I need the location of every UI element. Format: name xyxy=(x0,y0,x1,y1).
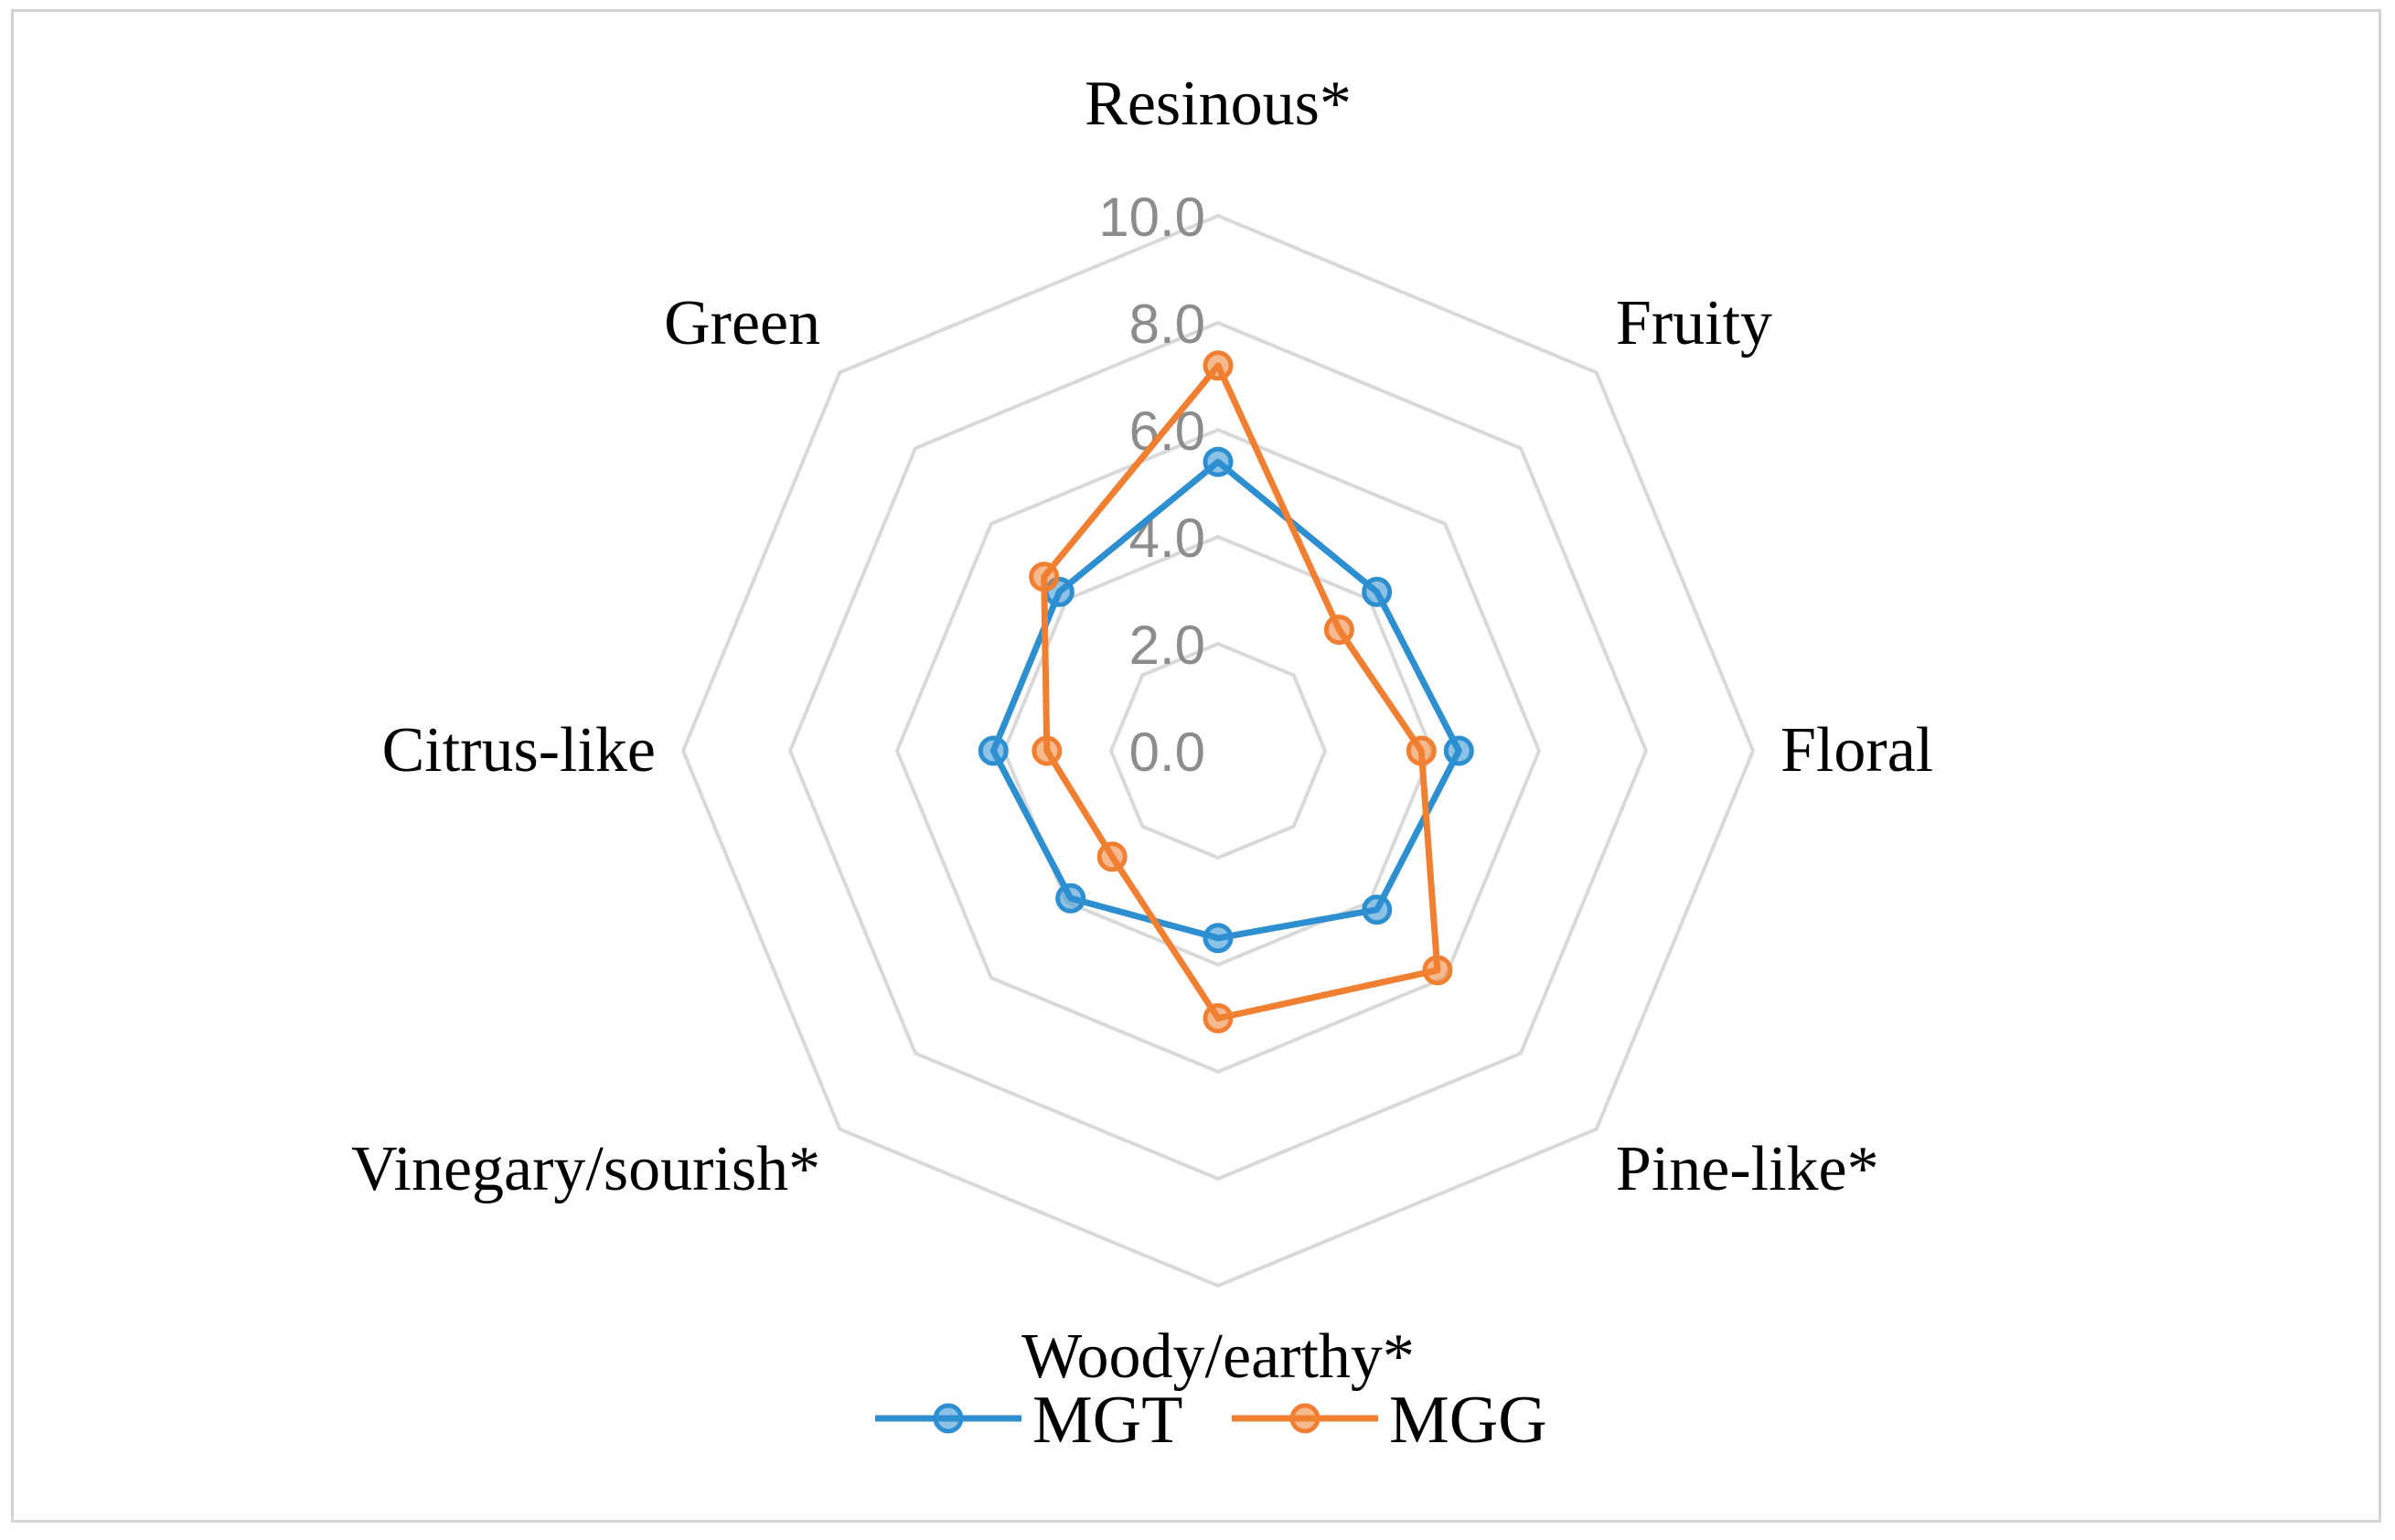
point-mgg-vinegary-sourish xyxy=(1096,841,1128,872)
tick-label-4-0: 4.0 xyxy=(1129,508,1205,569)
point-mgt-resinous xyxy=(1203,446,1234,477)
point-mgg-green xyxy=(1029,561,1060,593)
grid-ring-2-0 xyxy=(1108,641,1328,861)
point-mgg-citrus-like xyxy=(1032,735,1063,766)
point-mgt-fruity xyxy=(1362,576,1393,607)
point-mgt-citrus-like xyxy=(978,735,1009,766)
legend-label-mgt: MGT xyxy=(1032,1383,1182,1458)
point-mgt-woody-earthy xyxy=(1203,923,1234,954)
point-mgt-vinegary-sourish xyxy=(1055,882,1086,914)
tick-label-2-0: 2.0 xyxy=(1129,615,1205,676)
axis-label-resinous: Resinous* xyxy=(1085,69,1352,139)
axis-label-pine-like: Pine-like* xyxy=(1616,1134,1879,1204)
radar-chart: 0.02.04.06.08.010.0 Resinous*FruityFlora… xyxy=(351,69,1933,1458)
series-mgg xyxy=(1029,350,1453,1033)
tick-labels: 0.02.04.06.08.010.0 xyxy=(1098,187,1205,783)
grid-ring-8-0 xyxy=(787,320,1649,1182)
point-mgg-floral xyxy=(1406,735,1437,766)
point-mgg-woody-earthy xyxy=(1203,1003,1234,1033)
axis-label-fruity: Fruity xyxy=(1616,288,1772,358)
axis-label-vinegary-sourish: Vinegary/sourish* xyxy=(351,1134,820,1204)
tick-label-8-0: 8.0 xyxy=(1129,294,1205,355)
legend-swatch-marker-mgt xyxy=(933,1403,964,1434)
axis-label-floral: Floral xyxy=(1780,715,1933,786)
series-layer xyxy=(978,350,1474,1033)
legend-label-mgg: MGG xyxy=(1389,1383,1547,1458)
legend-item-mgt: MGT xyxy=(875,1383,1182,1458)
tick-label-0-0: 0.0 xyxy=(1129,722,1205,783)
point-mgg-fruity xyxy=(1323,615,1354,646)
point-mgg-pine-like xyxy=(1422,955,1453,986)
axis-label-woody-earthy: Woody/earthy* xyxy=(1021,1321,1415,1392)
axis-labels: Resinous* Fruity Floral Pine-like* Woody/ear… xyxy=(351,69,1933,1392)
point-mgt-pine-like xyxy=(1362,894,1393,925)
axis-label-citrus-like: Citrus-like xyxy=(382,715,656,786)
legend-item-mgg: MGG xyxy=(1232,1383,1547,1458)
legend-swatch-marker-mgg xyxy=(1289,1403,1320,1434)
grid-layer xyxy=(680,213,1756,1289)
tick-label-10-0: 10.0 xyxy=(1098,187,1205,248)
grid-ring-6-0 xyxy=(894,427,1542,1075)
legend: MGT MGG xyxy=(875,1383,1547,1458)
point-mgg-resinous xyxy=(1203,350,1234,381)
grid-ring-10-0 xyxy=(680,213,1756,1289)
axis-label-green: Green xyxy=(664,288,820,358)
chart-frame: 0.0 2.0 4.0 6.0 8.0 10.0 Resinous* Fruity Flora… xyxy=(11,9,2381,1523)
point-mgt-floral xyxy=(1443,735,1474,766)
